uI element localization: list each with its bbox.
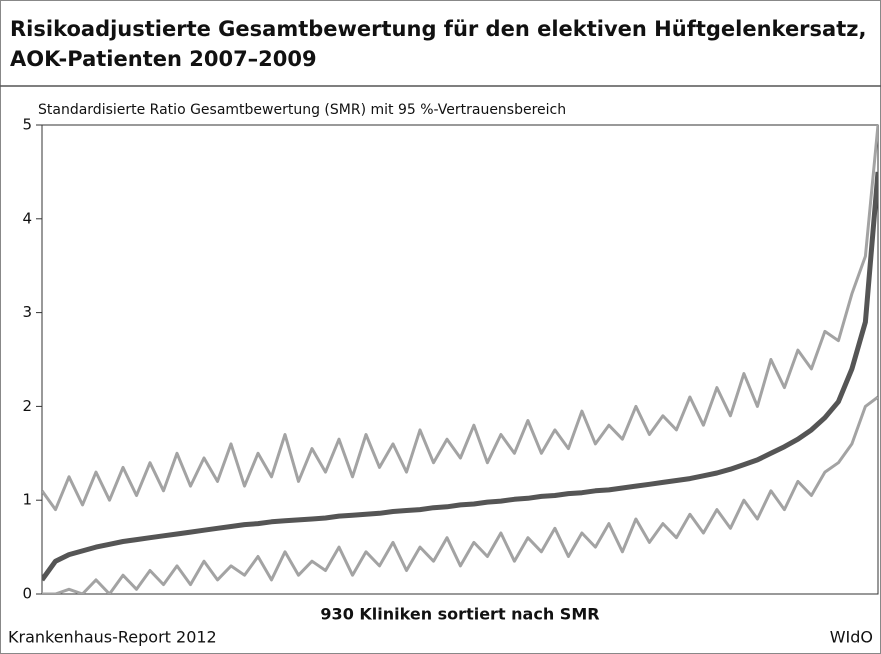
plot-frame	[41, 124, 879, 595]
series-line	[42, 395, 878, 594]
y-axis-label: Standardisierte Ratio Gesamtbewertung (S…	[38, 102, 566, 118]
source: Krankenhaus-Report 2012	[8, 628, 217, 647]
y-tick-label: 4	[22, 209, 32, 227]
y-tick-label: 2	[22, 397, 32, 415]
chart-title: AOK-Patienten 2007–2009	[10, 47, 317, 71]
series-line	[42, 125, 878, 512]
y-tick-label: 0	[22, 585, 32, 603]
y-tick-label: 5	[22, 116, 32, 134]
series-line	[42, 171, 878, 582]
y-tick-label: 1	[22, 491, 32, 509]
publisher: WIdO	[830, 628, 873, 647]
chart-title: Risikoadjustierte Gesamtbewertung für de…	[10, 17, 866, 41]
x-axis-label: 930 Kliniken sortiert nach SMR	[320, 605, 599, 624]
y-tick-label: 3	[22, 303, 32, 321]
